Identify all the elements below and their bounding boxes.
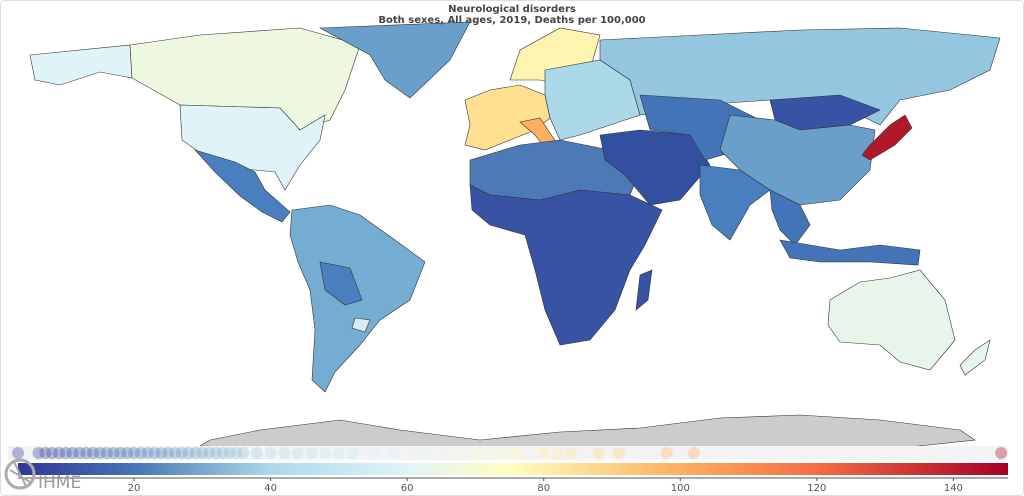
legend-country-dot[interactable] — [100, 447, 113, 459]
legend-country-dot[interactable] — [121, 447, 134, 459]
country-alaska[interactable] — [29, 44, 133, 86]
legend-country-dot[interactable] — [551, 447, 564, 459]
svg-text:IHME: IHME — [38, 473, 81, 493]
legend-country-dot[interactable] — [189, 447, 202, 459]
legend-country-dot[interactable] — [52, 447, 65, 459]
legend-country-dot[interactable] — [250, 447, 263, 459]
legend-country-dot[interactable] — [442, 447, 455, 459]
legend-country-dot[interactable] — [346, 447, 359, 459]
scale-tick-label: 60 — [401, 483, 414, 494]
legend-country-dot[interactable] — [469, 447, 482, 459]
map-title: Neurological disorders — [448, 4, 576, 15]
legend-country-dot[interactable] — [46, 447, 59, 459]
legend-country-dot[interactable] — [66, 447, 79, 459]
legend-country-dot[interactable] — [114, 447, 127, 459]
legend-country-dot[interactable] — [387, 447, 400, 459]
legend-country-dot[interactable] — [128, 447, 141, 459]
legend-country-dot[interactable] — [175, 447, 188, 459]
legend-country-dot[interactable] — [319, 447, 332, 459]
legend-country-dot[interactable] — [59, 447, 72, 459]
scale-tick-label: 40 — [264, 483, 277, 494]
legend-country-dot[interactable] — [592, 447, 605, 459]
legend-country-dot[interactable] — [223, 447, 236, 459]
country-new-zealand[interactable] — [959, 339, 991, 376]
legend-country-dot[interactable] — [367, 447, 380, 459]
legend-country-dot[interactable] — [107, 447, 120, 459]
country-sub-saharan-africa[interactable] — [469, 184, 663, 346]
legend-dot-track — [8, 446, 1008, 460]
scale-tick-label: 120 — [807, 483, 826, 494]
legend-country-dot[interactable] — [496, 447, 509, 459]
country-middle-east[interactable] — [599, 129, 711, 206]
country-australia[interactable] — [827, 269, 956, 371]
legend-country-dot[interactable] — [39, 447, 52, 459]
legend-country-dot[interactable] — [210, 447, 222, 459]
legend-country-dot[interactable] — [510, 447, 523, 459]
country-indonesia[interactable] — [779, 239, 921, 266]
scale-tick-label: 140 — [944, 483, 963, 494]
scale-tick-label: 20 — [128, 483, 141, 494]
map-subtitle: Both sexes, All ages, 2019, Deaths per 1… — [378, 15, 646, 26]
country-uruguay[interactable] — [351, 317, 371, 333]
legend-country-dot[interactable] — [155, 447, 168, 459]
legend-country-dot[interactable] — [237, 447, 250, 459]
legend-country-dot[interactable] — [612, 447, 625, 459]
country-japan[interactable] — [861, 114, 913, 161]
legend-country-dot[interactable] — [264, 447, 277, 459]
legend-country-dot[interactable] — [332, 447, 345, 459]
legend-country-dot[interactable] — [483, 447, 496, 459]
legend-country-dot[interactable] — [203, 447, 216, 459]
legend-country-dot[interactable] — [305, 447, 318, 459]
country-western-europe[interactable] — [464, 84, 551, 151]
legend-country-dot[interactable] — [169, 447, 182, 459]
legend-country-dot[interactable] — [93, 447, 106, 459]
legend-country-dot[interactable] — [141, 447, 154, 459]
legend-country-dot[interactable] — [73, 447, 86, 459]
legend-country-dot[interactable] — [148, 447, 161, 459]
legend-country-dot[interactable] — [134, 447, 147, 459]
legend-country-dot[interactable] — [196, 447, 209, 459]
legend-country-dot[interactable] — [32, 447, 45, 459]
scale-tick-label: 80 — [537, 483, 550, 494]
country-madagascar[interactable] — [635, 269, 653, 311]
legend-country-dot[interactable] — [565, 447, 578, 459]
legend-country-dot[interactable] — [216, 447, 229, 459]
legend: 20 40 60 80 100 120 140 — [8, 446, 1008, 494]
legend-country-dot[interactable] — [87, 447, 100, 459]
legend-country-dot[interactable] — [12, 447, 24, 459]
legend-country-dot[interactable] — [162, 447, 175, 459]
legend-country-dot[interactable] — [995, 447, 1008, 459]
country-antarctica[interactable] — [198, 414, 976, 449]
legend-country-dot[interactable] — [660, 447, 673, 459]
color-scale-bar[interactable] — [18, 463, 1008, 475]
legend-country-dot[interactable] — [687, 447, 700, 459]
legend-country-dot[interactable] — [230, 447, 243, 459]
country-mexico-central-america[interactable] — [194, 149, 291, 223]
legend-country-dot[interactable] — [80, 447, 93, 459]
country-india[interactable] — [699, 164, 771, 241]
ihme-logo: IHME — [4, 458, 81, 493]
legend-country-dot[interactable] — [182, 447, 195, 459]
legend-country-dot[interactable] — [278, 447, 291, 459]
legend-country-dot[interactable] — [291, 447, 304, 459]
country-greenland[interactable] — [318, 21, 471, 99]
legend-country-dot[interactable] — [537, 447, 550, 459]
scale-tick-label: 100 — [671, 483, 690, 494]
legend-country-dot[interactable] — [414, 447, 427, 459]
country-bolivia-paraguay[interactable] — [319, 261, 363, 306]
country-canada[interactable] — [129, 27, 361, 131]
